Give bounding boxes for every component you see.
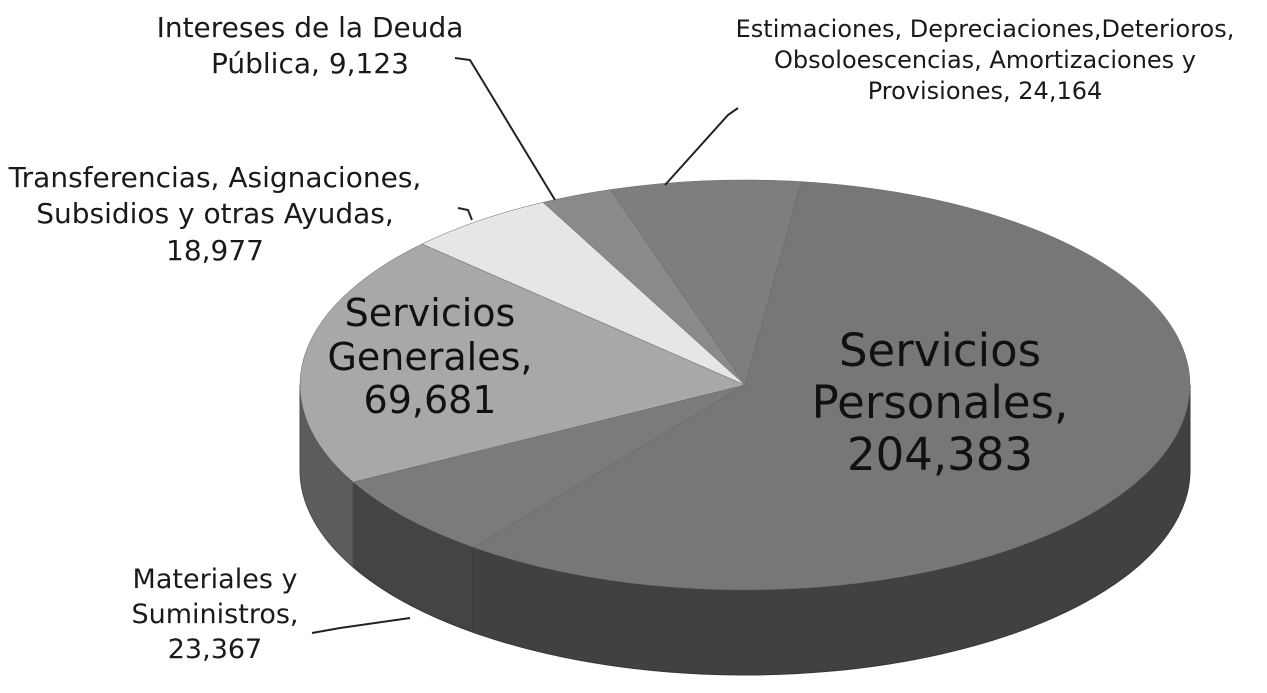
slice-label: Transferencias, Asignaciones, Subsidios …: [5, 160, 425, 269]
pie-tops: [299, 179, 1191, 591]
slice: [609, 179, 802, 386]
value-label: 24,164: [1018, 77, 1103, 106]
category-name: Transferencias, Asignaciones, Subsidios …: [8, 161, 422, 231]
leader-line: [454, 57, 556, 201]
category-name: Servicios Personales,: [811, 324, 1069, 429]
value-label: 18,977: [166, 233, 264, 267]
leader-lines: [311, 57, 739, 634]
category-name: Servicios Generales,: [327, 291, 533, 379]
leader-line: [457, 207, 473, 221]
value-label: 69,681: [363, 378, 497, 423]
category-name: Estimaciones, Depreciaciones,Deterioros,…: [735, 15, 1235, 106]
leader-line: [311, 617, 411, 634]
slice: [299, 243, 746, 483]
slice: [352, 384, 746, 548]
value-label: 23,367: [167, 634, 263, 666]
slice-label: Materiales y Suministros, 23,367: [110, 562, 320, 667]
value-label: 9,123: [328, 47, 409, 81]
slice-label: Servicios Personales, 204,383: [790, 325, 1090, 480]
slice: [421, 202, 746, 386]
value-label: 204,383: [846, 427, 1034, 481]
pie-sides: [299, 384, 1191, 676]
slice-label: Estimaciones, Depreciaciones,Deterioros,…: [700, 14, 1267, 108]
leader-line: [664, 107, 739, 186]
category-name: Intereses de la Deuda Pública,: [156, 11, 464, 81]
slice-label: Servicios Generales, 69,681: [315, 291, 545, 423]
slice: [472, 181, 1191, 591]
slice-label: Intereses de la Deuda Pública, 9,123: [135, 10, 485, 83]
category-name: Materiales y Suministros,: [131, 564, 299, 631]
